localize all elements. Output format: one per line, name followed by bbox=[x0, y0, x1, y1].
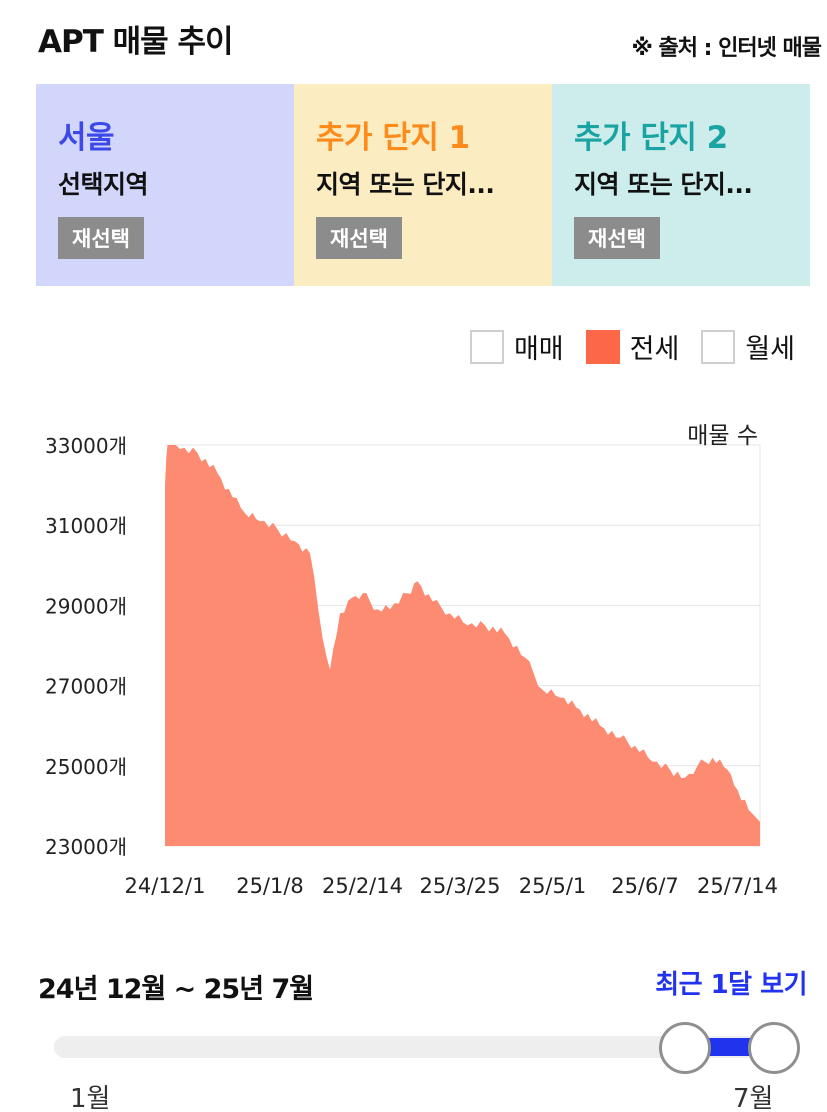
page-title: APT 매물 추이 bbox=[38, 24, 234, 60]
x-tick-label: 25/2/14 bbox=[322, 874, 403, 898]
reselect-button[interactable]: 재선택 bbox=[58, 217, 144, 259]
x-tick-label: 25/1/8 bbox=[236, 874, 304, 898]
region-panel-extra-2: 추가 단지 2 지역 또는 단지... 재선택 bbox=[552, 84, 810, 286]
checkbox-sale[interactable] bbox=[469, 329, 504, 364]
panel-subtitle[interactable]: 지역 또는 단지... bbox=[574, 170, 753, 199]
y-tick-label: 29000개 bbox=[45, 594, 127, 618]
x-tick-label: 25/3/25 bbox=[420, 874, 501, 898]
x-tick-label: 25/5/1 bbox=[519, 874, 587, 898]
x-tick-label: 24/12/1 bbox=[125, 874, 206, 898]
legend-monthly[interactable]: 월세 bbox=[701, 327, 795, 366]
y-tick-label: 33000개 bbox=[45, 434, 127, 458]
slider-start-label: 1월 bbox=[70, 1084, 111, 1112]
reselect-button[interactable]: 재선택 bbox=[574, 217, 660, 259]
legend-label: 매매 bbox=[513, 334, 564, 365]
x-tick-label: 25/6/7 bbox=[611, 874, 679, 898]
region-panels: 서울 선택지역 재선택 추가 단지 1 지역 또는 단지... 재선택 추가 단… bbox=[36, 84, 810, 286]
y-tick-label: 27000개 bbox=[45, 675, 127, 699]
reselect-button[interactable]: 재선택 bbox=[316, 217, 402, 259]
y-tick-label: 23000개 bbox=[45, 835, 127, 859]
range-slider-start-handle[interactable] bbox=[659, 1022, 711, 1074]
x-axis-labels: 24/12/1 25/1/8 25/2/14 25/3/25 25/5/1 25/6/7 2… bbox=[125, 874, 778, 898]
x-tick-label: 25/7/14 bbox=[697, 874, 778, 898]
legend-label: 전세 bbox=[629, 334, 680, 365]
series-legend: 매매 전세 월세 bbox=[469, 327, 795, 366]
date-range-label: 24년 12월 ~ 25년 7월 bbox=[38, 974, 314, 1005]
panel-subtitle[interactable]: 지역 또는 단지... bbox=[316, 170, 495, 199]
region-panel-seoul: 서울 선택지역 재선택 bbox=[36, 84, 294, 286]
range-slider-track[interactable] bbox=[54, 1036, 774, 1058]
region-panel-extra-1: 추가 단지 1 지역 또는 단지... 재선택 bbox=[294, 84, 552, 286]
panel-title: 추가 단지 1 bbox=[316, 120, 470, 156]
source-note: ※ 출처 : 인터넷 매물 bbox=[631, 36, 822, 61]
panel-title: 추가 단지 2 bbox=[574, 120, 728, 156]
panel-subtitle[interactable]: 선택지역 bbox=[58, 170, 149, 199]
panel-title: 서울 bbox=[58, 120, 115, 156]
jeonse-area-series bbox=[165, 445, 760, 846]
checkbox-monthly[interactable] bbox=[701, 329, 736, 364]
y-axis-labels: 23000개 25000개 27000개 29000개 31000개 33000개 bbox=[45, 434, 127, 859]
legend-sale[interactable]: 매매 bbox=[469, 327, 564, 366]
range-slider-end-handle[interactable] bbox=[748, 1022, 800, 1074]
recent-month-link[interactable]: 최근 1달 보기 bbox=[655, 970, 807, 1000]
y-axis-title: 매물 수 bbox=[687, 423, 758, 449]
legend-jeonse[interactable]: 전세 bbox=[585, 327, 680, 366]
listing-trend-chart: 23000개 25000개 27000개 29000개 31000개 33000개 24/… bbox=[45, 423, 778, 898]
legend-label: 월세 bbox=[745, 334, 795, 365]
slider-end-label: 7월 bbox=[733, 1084, 774, 1112]
y-tick-label: 31000개 bbox=[45, 514, 127, 538]
checkbox-jeonse[interactable] bbox=[585, 329, 620, 364]
y-tick-label: 25000개 bbox=[45, 755, 127, 779]
